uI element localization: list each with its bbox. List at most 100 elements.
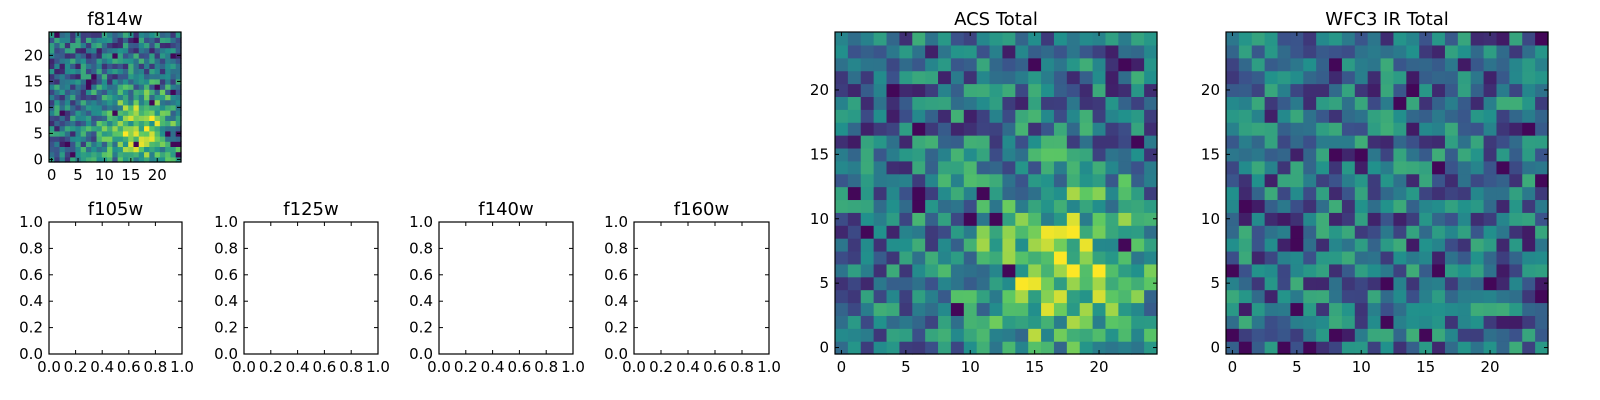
heatmap-cell — [1066, 302, 1081, 316]
heatmap-cell — [1238, 276, 1253, 291]
heatmap-cell — [128, 120, 135, 127]
heatmap-cell — [128, 94, 135, 101]
heatmap-cell — [1329, 32, 1343, 46]
heatmap-cell — [112, 37, 119, 43]
heatmap-cell — [950, 122, 965, 136]
heatmap-cell — [1432, 96, 1446, 110]
heatmap-cell — [133, 58, 140, 64]
heatmap-cell — [976, 32, 991, 46]
heatmap-cell — [1406, 263, 1420, 278]
heatmap-cell — [912, 302, 926, 316]
heatmap-cell — [159, 104, 166, 111]
heatmap-cell — [1432, 199, 1446, 213]
y-tick-label: 10 — [24, 98, 43, 116]
heatmap-cell — [873, 212, 888, 226]
heatmap-cell — [1041, 302, 1055, 316]
heatmap-cell — [112, 73, 119, 80]
heatmap-cell — [1470, 57, 1485, 72]
heatmap-cell — [70, 58, 76, 64]
heatmap-cell — [1226, 250, 1240, 265]
heatmap-cell — [170, 115, 177, 121]
heatmap-cell — [1432, 250, 1446, 265]
heatmap-cell — [64, 58, 71, 64]
heatmap-cell — [165, 78, 172, 85]
heatmap-cell — [59, 84, 66, 90]
heatmap-cell — [144, 104, 150, 111]
heatmap-cell — [138, 42, 145, 49]
heatmap-cell — [154, 94, 161, 101]
heatmap-cell — [144, 99, 150, 106]
heatmap-cell — [873, 109, 888, 123]
heatmap-cell — [1238, 199, 1253, 213]
heatmap-cell — [1509, 57, 1523, 72]
heatmap-cell — [1277, 302, 1291, 316]
heatmap-cell — [1406, 212, 1420, 226]
heatmap-cell — [54, 68, 61, 75]
heatmap-cell — [159, 63, 166, 69]
heatmap-cell — [70, 120, 76, 127]
heatmap-cell — [138, 130, 145, 137]
heatmap-cell — [175, 63, 182, 69]
panel-title: ACS Total — [954, 9, 1038, 30]
y-tick-label: 0.6 — [409, 266, 433, 284]
heatmap-cell — [149, 99, 156, 106]
heatmap-cell — [860, 83, 875, 97]
heatmap-cell — [1419, 44, 1433, 59]
heatmap-cell — [85, 136, 92, 142]
heatmap-cell — [976, 315, 991, 329]
heatmap-cell — [1354, 135, 1369, 149]
heatmap-cell — [1066, 341, 1081, 355]
heatmap-cell — [1419, 186, 1433, 201]
heatmap-cell — [75, 130, 82, 137]
heatmap-cell — [989, 315, 1004, 329]
heatmap-cell — [144, 58, 150, 64]
heatmap-cell — [1131, 250, 1145, 265]
x-tick-label: 20 — [1089, 358, 1108, 376]
heatmap-cell — [1015, 289, 1029, 304]
heatmap-cell — [989, 109, 1004, 123]
heatmap-cell — [1066, 147, 1081, 162]
heatmap-cell — [1483, 57, 1498, 72]
heatmap-cell — [1041, 225, 1055, 239]
heatmap-cell — [1354, 276, 1369, 291]
heatmap-cell — [1066, 160, 1081, 175]
heatmap-cell — [1290, 238, 1304, 252]
heatmap-cell — [1053, 135, 1068, 149]
heatmap-cell — [1316, 109, 1330, 123]
heatmap-cell — [1483, 250, 1498, 265]
heatmap-cell — [1483, 289, 1498, 304]
heatmap-cell — [1470, 289, 1485, 304]
heatmap-cell — [1535, 302, 1549, 316]
x-tick-label: 15 — [1025, 358, 1044, 376]
heatmap-cell — [101, 63, 108, 69]
heatmap-cell — [963, 302, 978, 316]
heatmap-cell — [117, 136, 124, 142]
heatmap-cell — [925, 212, 939, 226]
heatmap-cell — [117, 52, 124, 59]
heatmap-cell — [912, 96, 926, 110]
heatmap-cell — [1041, 341, 1055, 355]
heatmap-cell — [144, 63, 150, 69]
heatmap-cell — [107, 42, 113, 49]
y-tick-label: 1.0 — [214, 213, 238, 231]
heatmap-cell — [85, 47, 92, 54]
heatmap-cell — [1354, 212, 1369, 226]
heatmap-cell — [1118, 276, 1132, 291]
heatmap-cell — [64, 89, 71, 95]
heatmap-cell — [154, 73, 161, 80]
heatmap-cell — [101, 99, 108, 106]
heatmap-cell — [1354, 341, 1369, 355]
heatmap-cell — [1092, 96, 1107, 110]
heatmap-cell — [1444, 276, 1459, 291]
heatmap-cell — [133, 141, 140, 147]
heatmap-cell — [91, 115, 98, 121]
heatmap-cell — [1066, 70, 1081, 85]
heatmap-cell — [1303, 109, 1317, 123]
heatmap-cell — [1066, 199, 1081, 213]
heatmap-cell — [1053, 238, 1068, 252]
heatmap-cell — [1118, 263, 1132, 278]
heatmap-cell — [1457, 135, 1472, 149]
heatmap-cell — [1053, 96, 1068, 110]
heatmap-cell — [1393, 83, 1407, 97]
